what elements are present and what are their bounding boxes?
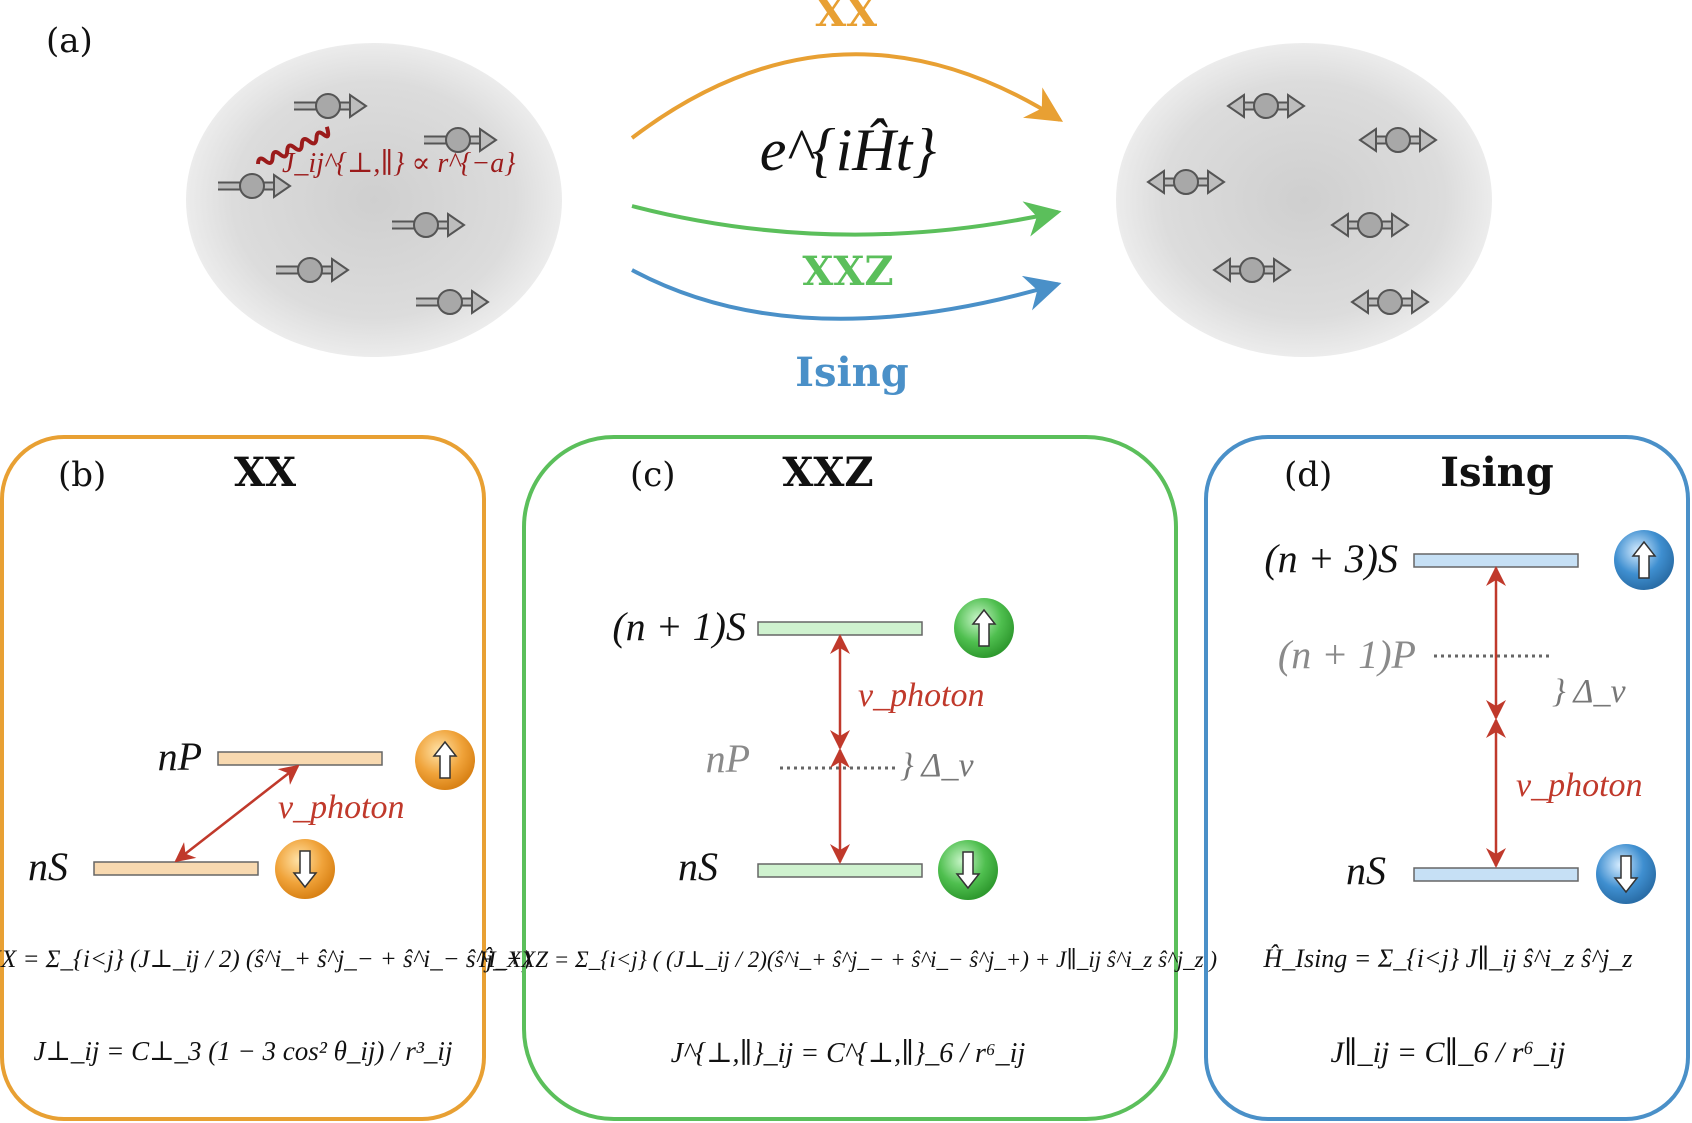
level-ns-label: nS bbox=[1346, 848, 1386, 893]
xxz-arrow-label: XXZ bbox=[802, 248, 893, 295]
xx-arrow-label: XX bbox=[815, 0, 877, 36]
detuning-label: } Δ_ν bbox=[1552, 673, 1626, 710]
panel-b-frame bbox=[2, 437, 484, 1119]
panel-b-label: (b) bbox=[58, 455, 106, 495]
level-n1s-label: (n + 1)S bbox=[612, 604, 746, 649]
hamiltonian-xx: Ĥ_XX = Σ_{i<j} (J⊥_ij / 2) (ŝ^i_+ ŝ^j_− … bbox=[0, 945, 531, 973]
coupling-label: J_ij^{⊥,∥} ∝ r^{−a} bbox=[282, 148, 515, 179]
left-atom-cloud bbox=[186, 43, 562, 357]
photon-label: ν_photon bbox=[858, 677, 985, 714]
xxz-arrow bbox=[632, 206, 1058, 235]
spin-icon bbox=[1228, 94, 1304, 118]
panel-c-title: XXZ bbox=[782, 449, 873, 496]
photon-label: ν_photon bbox=[1516, 767, 1643, 804]
coupling-ising: J∥_ij = C∥_6 / r⁶_ij bbox=[1330, 1036, 1565, 1069]
panel-a: (a) J_ij^{⊥,∥} ∝ r^{−a} XX e^{iĤt} XXZ I… bbox=[46, 0, 1492, 396]
panel-a-label: (a) bbox=[46, 21, 93, 61]
panel-b-title: XX bbox=[234, 449, 296, 496]
spin-down-ball-icon bbox=[275, 839, 335, 899]
level-np bbox=[218, 752, 382, 765]
hamiltonian-xxz: Ĥ_XXZ = Σ_{i<j} ( (J⊥_ij / 2)(ŝ^i_+ ŝ^j_… bbox=[478, 947, 1217, 972]
photon-label: ν_photon bbox=[278, 789, 405, 826]
coupling-xxz: J^{⊥,∥}_ij = C^{⊥,∥}_6 / r⁶_ij bbox=[671, 1038, 1026, 1069]
level-ns bbox=[94, 862, 258, 875]
level-ns-label: nS bbox=[28, 844, 68, 889]
spin-icon bbox=[1148, 170, 1224, 194]
spin-up-ball-icon bbox=[1614, 530, 1674, 590]
spin-icon bbox=[1352, 290, 1428, 314]
spin-icon bbox=[1214, 258, 1290, 282]
panel-c: (c) XXZ (n + 1)S nP nS ν_photon } Δ_ν Ĥ_… bbox=[478, 437, 1217, 1119]
ising-arrow-label: Ising bbox=[795, 349, 909, 396]
level-np-label: nP bbox=[706, 736, 750, 781]
panel-d-label: (d) bbox=[1284, 455, 1332, 495]
panel-c-frame bbox=[524, 437, 1176, 1119]
level-ns bbox=[758, 864, 922, 877]
spin-up-ball-icon bbox=[415, 730, 475, 790]
spin-icon bbox=[1360, 128, 1436, 152]
level-n3s-label: (n + 3)S bbox=[1264, 536, 1398, 581]
panel-d: (d) Ising (n + 3)S (n + 1)P nS ν_photon … bbox=[1206, 437, 1688, 1119]
level-n1p-label: (n + 1)P bbox=[1278, 632, 1416, 677]
level-np-label: nP bbox=[158, 734, 202, 779]
spin-icon bbox=[1332, 213, 1408, 237]
detuning-label: } Δ_ν bbox=[900, 747, 974, 784]
level-ns bbox=[1414, 868, 1578, 881]
coupling-xx: J⊥_ij = C⊥_3 (1 − 3 cos² θ_ij) / r³_ij bbox=[34, 1036, 453, 1066]
spin-up-ball-icon bbox=[954, 598, 1014, 658]
spin-down-ball-icon bbox=[1596, 844, 1656, 904]
evolution-operator: e^{iĤt} bbox=[760, 117, 937, 183]
level-n3s bbox=[1414, 554, 1578, 567]
hamiltonian-ising: Ĥ_Ising = Σ_{i<j} J∥_ij ŝ^i_z ŝ^j_z bbox=[1263, 944, 1633, 973]
right-atom-cloud bbox=[1116, 43, 1492, 357]
level-ns-label: nS bbox=[678, 844, 718, 889]
level-n1s bbox=[758, 622, 922, 635]
panel-c-label: (c) bbox=[630, 455, 676, 495]
spin-down-ball-icon bbox=[938, 840, 998, 900]
panel-d-title: Ising bbox=[1440, 449, 1554, 496]
panel-b: (b) XX nP nS ν_photon Ĥ_XX = Σ_{i<j} (J⊥… bbox=[0, 437, 531, 1119]
